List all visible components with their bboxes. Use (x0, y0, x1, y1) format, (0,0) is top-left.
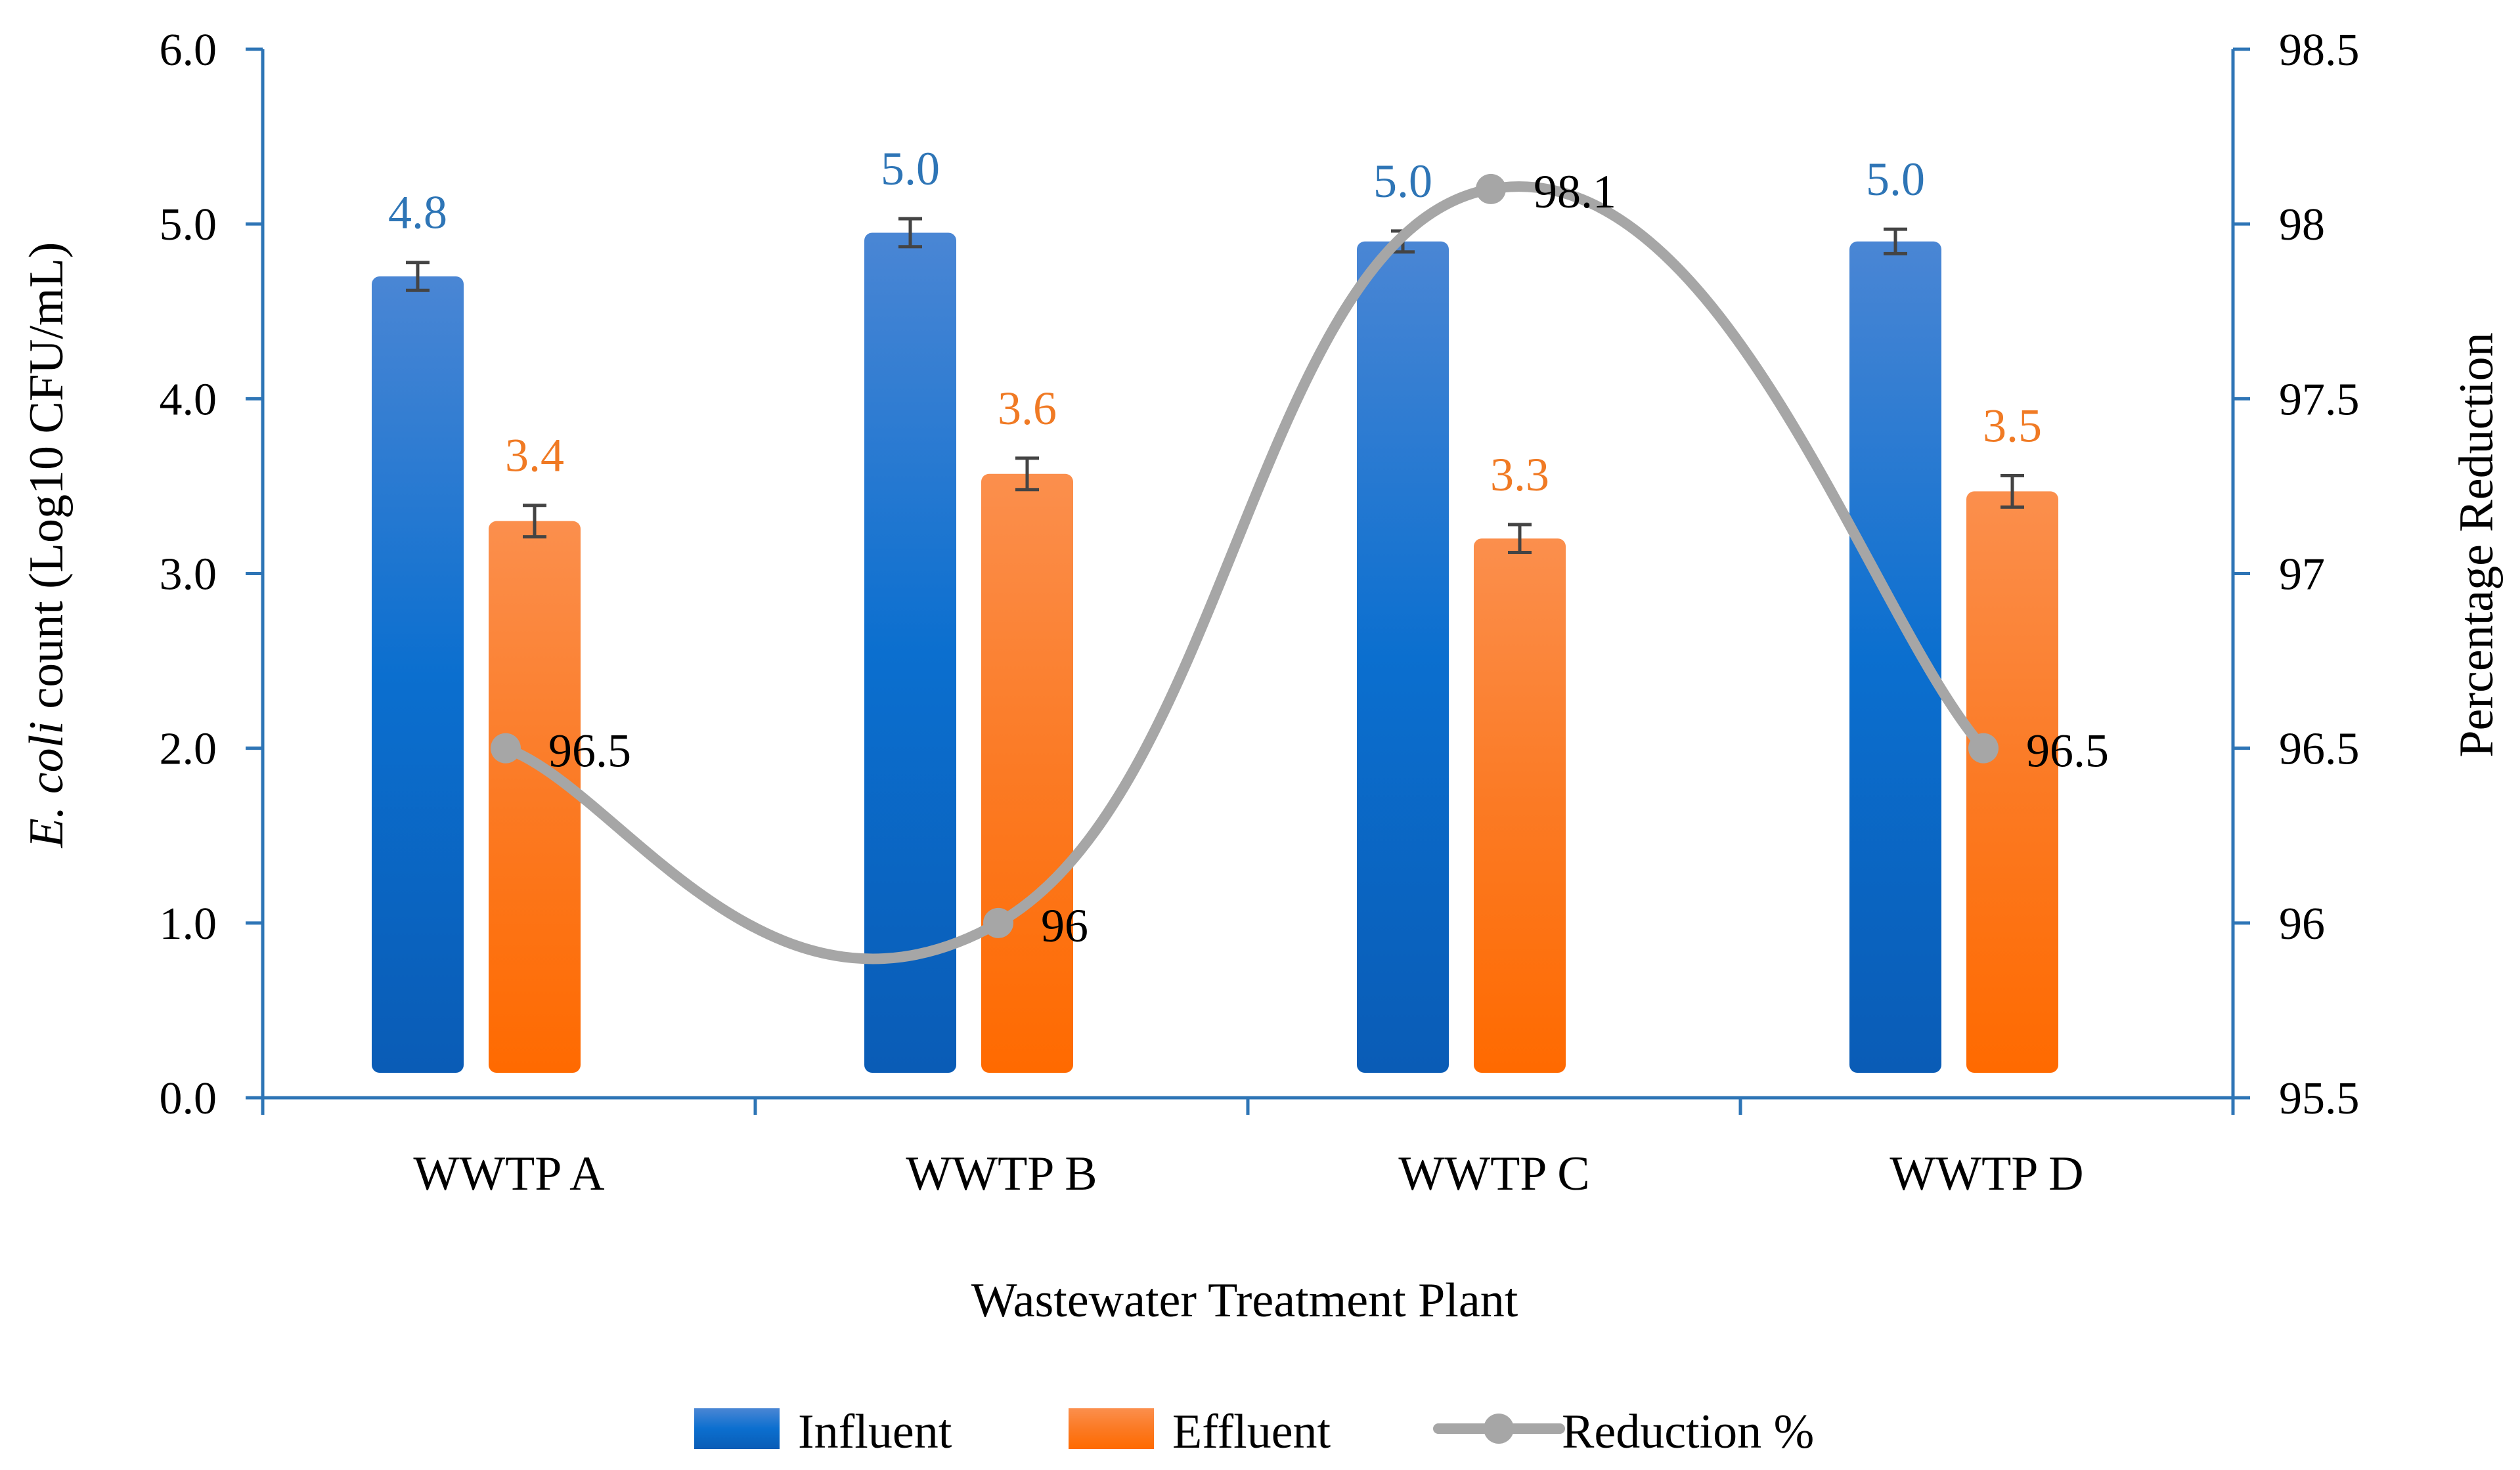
left-axis-title-rest: count (Log10 CFU/mL) (20, 242, 74, 722)
x-axis-category-label: WWTP B (906, 1147, 1097, 1201)
left-axis-tick-label: 0.0 (160, 1073, 217, 1124)
left-axis: 0.0 1.0 2.0 3.0 4.0 5.0 6.0 (160, 25, 265, 1124)
effluent-data-label: 3.6 (998, 382, 1057, 435)
influent-error-bar (1884, 227, 1907, 255)
influent-data-label: 5.0 (881, 142, 940, 195)
influent-data-label: 5.0 (1866, 153, 1925, 205)
influent-bar (864, 232, 956, 1073)
effluent-data-label: 3.5 (1983, 399, 2042, 452)
x-axis-title: Wastewater Treatment Plant (971, 1274, 1518, 1328)
legend-reduction-label: Reduction % (1562, 1405, 1814, 1459)
effluent-error-bar (523, 504, 546, 539)
left-axis-tick-label: 1.0 (160, 899, 217, 949)
legend-effluent-swatch (1069, 1408, 1154, 1449)
reduction-marker (491, 733, 521, 764)
right-axis-tick-label: 98 (2279, 200, 2325, 250)
reduction-marker (1476, 173, 1506, 204)
x-axis-category-label: WWTP D (1890, 1147, 2083, 1201)
left-axis-tick-label: 6.0 (160, 25, 217, 76)
effluent-bar (489, 521, 581, 1073)
reduction-marker (1968, 733, 1999, 764)
right-axis-title: Percentage Reduction (2450, 332, 2504, 757)
effluent-error-bar (2001, 473, 2024, 509)
effluent-data-label: 3.3 (1490, 448, 1549, 501)
legend-influent-swatch (694, 1408, 780, 1449)
right-axis-tick-label: 97.5 (2279, 374, 2360, 425)
effluent-error-bar (1508, 523, 1532, 555)
reduction-line (500, 181, 1989, 964)
left-axis-title: E. coli count (Log10 CFU/mL) (20, 242, 74, 849)
reduction-data-label: 98.1 (1534, 165, 1616, 218)
influent-bar (372, 276, 464, 1073)
influent-error-bar (898, 217, 922, 249)
data-labels-group: 4.8 3.4 5.0 3.6 5.0 3.3 5.0 3.5 96.5 96 98.1 96.5 (388, 142, 2109, 952)
influent-data-label: 4.8 (388, 186, 447, 239)
influent-error-bar (406, 261, 430, 292)
reduction-data-label: 96 (1041, 899, 1088, 952)
right-axis-tick-label: 96 (2279, 899, 2325, 949)
left-axis-tick-label: 3.0 (160, 550, 217, 600)
right-axis-tick-label: 96.5 (2279, 724, 2360, 775)
influent-bar (1849, 241, 1941, 1073)
right-axis: 95.5 96 96.5 97 97.5 98 98.5 (2231, 25, 2360, 1124)
reduction-line-group (491, 173, 1999, 964)
left-axis-title-italic: E. coli (20, 721, 74, 848)
x-axis: WWTP A WWTP B WWTP C WWTP D (261, 1096, 2235, 1201)
error-bars-group (406, 217, 2024, 555)
legend-effluent-label: Effluent (1172, 1405, 1331, 1459)
effluent-bar (1474, 538, 1566, 1073)
left-axis-tick-label: 4.0 (160, 374, 217, 425)
right-axis-tick-label: 98.5 (2279, 25, 2360, 76)
reduction-data-label: 96.5 (2026, 725, 2109, 777)
bars-group (372, 232, 2058, 1073)
effluent-data-label: 3.4 (505, 429, 564, 482)
influent-data-label: 5.0 (1373, 155, 1432, 207)
x-axis-category-label: WWTP A (413, 1147, 604, 1201)
x-axis-category-label: WWTP C (1398, 1147, 1589, 1201)
effluent-error-bar (1015, 456, 1039, 492)
legend-reduction-marker (1484, 1414, 1514, 1444)
right-axis-tick-label: 95.5 (2279, 1073, 2360, 1124)
left-axis-tick-label: 2.0 (160, 724, 217, 775)
left-axis-tick-label: 5.0 (160, 200, 217, 250)
effluent-bar (1966, 491, 2058, 1073)
influent-bar (1357, 241, 1449, 1073)
right-axis-tick-label: 97 (2279, 550, 2325, 600)
legend: Influent Effluent Reduction % (694, 1405, 1814, 1459)
legend-influent-label: Influent (798, 1405, 952, 1459)
effluent-bar (981, 473, 1073, 1073)
reduction-data-label: 96.5 (548, 725, 631, 777)
reduction-marker (983, 907, 1013, 938)
